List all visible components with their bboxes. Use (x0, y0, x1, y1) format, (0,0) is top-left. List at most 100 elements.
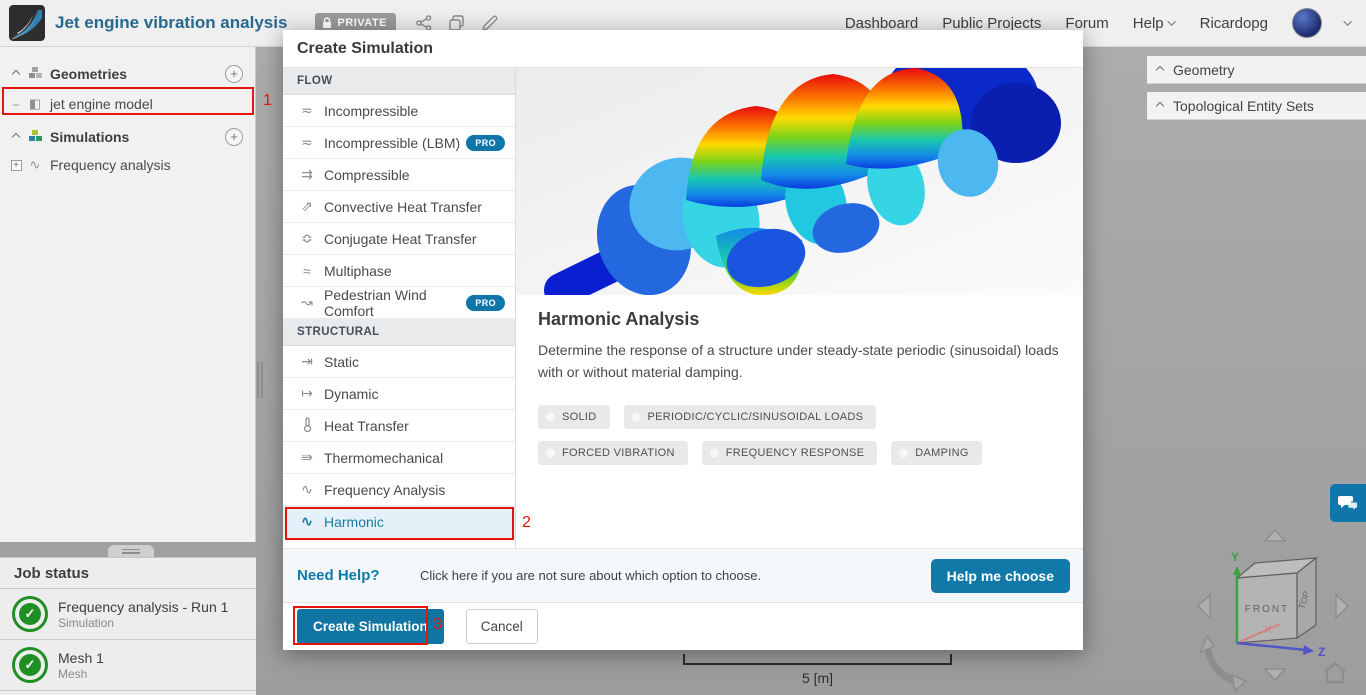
sim-type-heat-transfer[interactable]: Heat Transfer (283, 410, 515, 442)
geometry-part-icon: ◧ (28, 96, 42, 111)
chat-bubbles-icon (1338, 496, 1359, 512)
sim-type-incompressible-lbm[interactable]: ≂ Incompressible (LBM) PRO (283, 127, 515, 159)
convective-heat-transfer-icon: ⇗ (301, 198, 313, 214)
add-geometry-button[interactable]: + (225, 65, 243, 83)
sim-type-compressible[interactable]: ⇉ Compressible (283, 159, 515, 191)
chat-button[interactable] (1330, 484, 1366, 522)
panel-resize-handle[interactable] (257, 362, 263, 398)
section-structural: STRUCTURAL (283, 319, 515, 346)
tree-item-simulations[interactable]: Simulations + (0, 123, 255, 151)
sim-type-pedestrian-wind-comfort[interactable]: ↝ Pedestrian Wind Comfort PRO (283, 287, 515, 319)
create-simulation-button[interactable]: Create Simulation (297, 609, 444, 644)
help-me-choose-button[interactable]: Help me choose (930, 558, 1070, 593)
section-flow: FLOW (283, 68, 515, 95)
incompressible-lbm-icon: ≂ (301, 134, 313, 150)
tree-label-simulations: Simulations (50, 129, 130, 145)
nav-help[interactable]: Help (1133, 15, 1176, 32)
right-panel-topological-entity-sets[interactable]: Topological Entity Sets (1147, 92, 1366, 120)
sim-type-static[interactable]: ⇥ Static (283, 346, 515, 378)
account-chevron-down-icon[interactable] (1343, 17, 1352, 26)
expand-plus-icon[interactable]: + (8, 159, 24, 171)
job-row-frequency-run1[interactable]: ✓ Frequency analysis - Run 1 Simulation (0, 589, 256, 640)
cancel-button[interactable]: Cancel (465, 609, 538, 644)
sim-type-incompressible[interactable]: ≂ Incompressible (283, 95, 515, 127)
axis-z-arrow (1303, 645, 1314, 655)
tree-item-jet-engine-model[interactable]: – ◧ jet engine model (0, 90, 255, 118)
simulation-detail-panel: Harmonic Analysis Determine the response… (516, 68, 1083, 548)
tag-list: SOLID PERIODIC/CYCLIC/SINUSOIDAL LOADS F… (538, 405, 1018, 466)
sim-type-harmonic[interactable]: ∿ Harmonic (283, 506, 515, 538)
navigation-cube[interactable]: FRONT TOP X Y Z (1180, 525, 1366, 695)
simscale-logo[interactable] (9, 5, 45, 41)
job-name: Frequency analysis - Run 1 (58, 598, 229, 615)
lock-icon (323, 17, 332, 28)
home-view-icon[interactable] (1324, 661, 1346, 684)
tag-forced-vibration: FORCED VIBRATION (538, 441, 688, 466)
frequency-analysis-icon: ∿ (29, 157, 41, 172)
add-simulation-button[interactable]: + (225, 128, 243, 146)
axis-z (1236, 641, 1307, 652)
scene-tree-panel: Geometries + – ◧ jet engine model Simula… (0, 47, 256, 542)
sim-type-dynamic[interactable]: ↦ Dynamic (283, 378, 515, 410)
tag-damping: DAMPING (891, 441, 982, 466)
nav-public-projects[interactable]: Public Projects (942, 14, 1042, 32)
sim-type-convective-heat-transfer[interactable]: ⇗ Convective Heat Transfer (283, 191, 515, 223)
job-type: Simulation (58, 615, 115, 630)
cube-arrow-up-icon[interactable] (1263, 528, 1287, 542)
axis-x (1236, 623, 1281, 644)
right-panel-geometry[interactable]: Geometry (1147, 56, 1366, 84)
sim-type-conjugate-heat-transfer[interactable]: ≎ Conjugate Heat Transfer (283, 223, 515, 255)
nav-dashboard[interactable]: Dashboard (844, 14, 919, 32)
cube-arrow-right-icon[interactable] (1335, 593, 1350, 620)
nav-forum[interactable]: Forum (1065, 14, 1109, 32)
tree-item-frequency-analysis[interactable]: + ∿ Frequency analysis (0, 151, 255, 179)
axis-x-label: X (1264, 624, 1272, 636)
rotate-arrow-b[interactable] (1231, 673, 1248, 693)
job-success-icon: ✓ (12, 647, 48, 683)
need-help-text: Click here if you are not sure about whi… (420, 568, 762, 583)
create-simulation-modal: Create Simulation FLOW ≂ Incompressible … (283, 30, 1083, 650)
tree-dash-icon: – (12, 97, 20, 111)
axis-y-label: Y (1231, 550, 1239, 564)
sim-type-frequency-analysis[interactable]: ∿ Frequency Analysis (283, 474, 515, 506)
right-panel-geometry-label: Geometry (1173, 61, 1235, 78)
privacy-badge: PRIVATE (315, 13, 396, 33)
simulations-icon (24, 129, 46, 146)
heat-transfer-icon (297, 416, 317, 435)
tag-solid: SOLID (538, 405, 610, 430)
user-avatar[interactable] (1292, 8, 1322, 38)
need-help-label: Need Help? (297, 567, 380, 584)
job-status-title: Job status (0, 558, 256, 589)
tree-item-geometries[interactable]: Geometries + (0, 60, 255, 88)
cube-front-label: FRONT (1245, 604, 1289, 615)
rotate-arrow-a[interactable] (1198, 634, 1216, 655)
project-title[interactable]: Jet engine vibration analysis (55, 13, 288, 32)
collapse-chevron-icon[interactable] (8, 132, 24, 142)
job-status-collapse-handle[interactable] (108, 545, 154, 557)
collapse-chevron-icon[interactable] (8, 69, 24, 79)
cube-arrow-down-icon[interactable] (1263, 668, 1287, 682)
job-success-icon: ✓ (12, 596, 48, 632)
chevron-down-icon (1166, 17, 1176, 26)
job-row-mesh1[interactable]: ✓ Mesh 1 Mesh (0, 640, 256, 691)
copy-project-icon[interactable] (449, 15, 464, 31)
sim-type-thermomechanical[interactable]: ⇛ Thermomechanical (283, 442, 515, 474)
axis-y-arrow (1233, 566, 1241, 575)
cube-arrow-left-icon[interactable] (1196, 593, 1211, 620)
privacy-badge-label: PRIVATE (337, 17, 387, 29)
frequency-analysis-icon: ∿ (301, 481, 313, 497)
nav-username[interactable]: Ricardopg (1199, 14, 1268, 32)
harmonic-analysis-preview-image (516, 68, 1083, 295)
dynamic-icon: ↦ (301, 385, 313, 401)
share-icon[interactable] (416, 15, 432, 31)
job-name: Mesh 1 (58, 649, 104, 666)
header-nav: Dashboard Public Projects Forum Help Ric… (845, 8, 1366, 38)
pedestrian-wind-comfort-icon: ↝ (301, 294, 313, 310)
axis-z-label: Z (1318, 645, 1325, 659)
edit-pencil-icon[interactable] (481, 15, 498, 32)
harmonic-icon: ∿ (301, 513, 313, 529)
right-panel-topological-label: Topological Entity Sets (1173, 97, 1314, 114)
static-icon: ⇥ (301, 353, 313, 369)
need-help-bar: Need Help? Click here if you are not sur… (283, 548, 1083, 602)
sim-type-multiphase[interactable]: ≈ Multiphase (283, 255, 515, 287)
